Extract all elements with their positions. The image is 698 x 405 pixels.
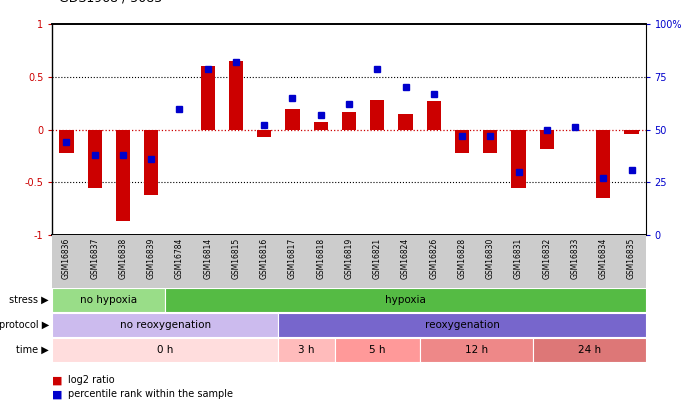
Text: no hypoxia: no hypoxia — [80, 295, 138, 305]
Text: time ▶: time ▶ — [16, 345, 49, 355]
Text: GSM16835: GSM16835 — [627, 237, 636, 279]
Bar — [52, 313, 279, 337]
Text: hypoxia: hypoxia — [385, 295, 426, 305]
Bar — [59, 130, 73, 153]
Bar — [279, 313, 646, 337]
Text: no reoxygenation: no reoxygenation — [120, 320, 211, 330]
Text: 5 h: 5 h — [369, 345, 385, 355]
Bar — [335, 338, 419, 362]
Text: GSM16831: GSM16831 — [514, 237, 523, 279]
Bar — [399, 114, 413, 130]
Bar — [165, 288, 646, 312]
Text: GSM16833: GSM16833 — [570, 237, 579, 279]
Bar — [52, 235, 646, 288]
Text: GSM16821: GSM16821 — [373, 237, 382, 279]
Bar — [625, 130, 639, 134]
Bar — [116, 130, 130, 221]
Text: GSM16815: GSM16815 — [232, 237, 241, 279]
Bar — [257, 130, 272, 137]
Bar — [426, 101, 441, 130]
Bar — [52, 288, 165, 312]
Text: GSM16836: GSM16836 — [62, 237, 71, 279]
Bar — [52, 338, 279, 362]
Bar — [313, 122, 328, 130]
Text: log2 ratio: log2 ratio — [68, 375, 114, 385]
Bar — [540, 130, 554, 149]
Bar — [88, 130, 102, 188]
Bar — [533, 338, 646, 362]
Bar — [285, 109, 299, 130]
Text: GSM16814: GSM16814 — [203, 237, 212, 279]
Bar — [229, 61, 243, 130]
Text: protocol ▶: protocol ▶ — [0, 320, 49, 330]
Text: GSM16838: GSM16838 — [119, 237, 128, 279]
Text: reoxygenation: reoxygenation — [424, 320, 500, 330]
Text: 3 h: 3 h — [298, 345, 315, 355]
Text: percentile rank within the sample: percentile rank within the sample — [68, 390, 232, 399]
Text: 24 h: 24 h — [577, 345, 601, 355]
Text: GDS1968 / 5083: GDS1968 / 5083 — [59, 0, 163, 4]
Text: GSM16828: GSM16828 — [457, 237, 466, 279]
Bar — [342, 112, 356, 130]
Text: 0 h: 0 h — [157, 345, 174, 355]
Bar — [279, 338, 335, 362]
Bar — [419, 338, 533, 362]
Bar — [512, 130, 526, 188]
Bar — [200, 66, 215, 130]
Bar — [370, 100, 385, 130]
Text: GSM16830: GSM16830 — [486, 237, 495, 279]
Text: GSM16834: GSM16834 — [599, 237, 608, 279]
Text: GSM16839: GSM16839 — [147, 237, 156, 279]
Text: GSM16816: GSM16816 — [260, 237, 269, 279]
Text: GSM16819: GSM16819 — [345, 237, 353, 279]
Text: ■: ■ — [52, 375, 66, 385]
Text: 12 h: 12 h — [465, 345, 488, 355]
Bar — [596, 130, 610, 198]
Text: GSM16818: GSM16818 — [316, 237, 325, 279]
Bar — [455, 130, 469, 153]
Text: GSM16832: GSM16832 — [542, 237, 551, 279]
Text: stress ▶: stress ▶ — [9, 295, 49, 305]
Text: GSM16784: GSM16784 — [175, 237, 184, 279]
Text: GSM16837: GSM16837 — [90, 237, 99, 279]
Text: ■: ■ — [52, 390, 66, 399]
Text: GSM16826: GSM16826 — [429, 237, 438, 279]
Bar — [483, 130, 497, 153]
Text: GSM16824: GSM16824 — [401, 237, 410, 279]
Text: GSM16817: GSM16817 — [288, 237, 297, 279]
Bar — [144, 130, 158, 195]
